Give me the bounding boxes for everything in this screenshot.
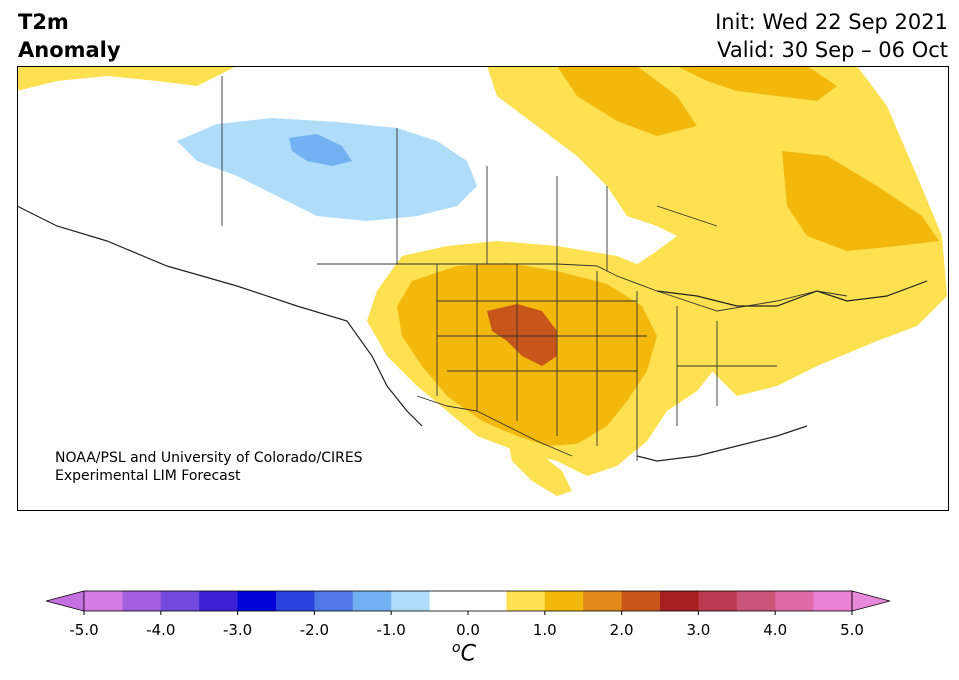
warm-area-alaska (17, 66, 237, 91)
anomaly-map (17, 66, 949, 511)
coast-gulf (636, 425, 808, 462)
colorbar-segment (391, 591, 431, 611)
title-left: T2m Anomaly (18, 8, 121, 64)
colorbar-segment (660, 591, 699, 611)
colorbar (46, 590, 890, 615)
colorbar-tick-label: 2.0 (609, 621, 634, 639)
credit-text: NOAA/PSL and University of Colorado/CIRE… (55, 449, 363, 485)
colorbar-segment (775, 591, 815, 611)
colorbar-segment (583, 591, 623, 611)
colorbar-tick-label: -3.0 (222, 621, 253, 639)
canada-us-border (317, 263, 848, 312)
state-boundaries (436, 264, 777, 461)
colorbar-segment (276, 591, 315, 611)
warm-area-baffin-core (677, 66, 837, 101)
coast-east (656, 280, 928, 307)
colorbar-tick-label: -5.0 (69, 621, 99, 639)
colorbar-segment (352, 591, 392, 611)
colorbar-segment (199, 591, 239, 611)
colorbar-segment (736, 591, 776, 611)
colorbar-over-arrow (851, 590, 890, 612)
colorbar-tick-label: 0.0 (456, 621, 480, 639)
unit-degree: o (452, 640, 461, 656)
colorbar-segment (84, 591, 123, 611)
colorbar-under-arrow (46, 590, 85, 612)
political-boundaries (221, 76, 848, 461)
title-quantity: Anomaly (18, 38, 121, 62)
cool-area-nwt (177, 118, 477, 221)
credit-line-1: NOAA/PSL and University of Colorado/CIRE… (55, 450, 363, 466)
cool-area-nwt-core (289, 134, 352, 166)
colorbar-segment (429, 591, 469, 611)
us-mexico-border (416, 395, 573, 457)
colorbar-segment (698, 591, 738, 611)
colorbar-segment (468, 591, 507, 611)
colorbar-segment (813, 591, 853, 611)
colorbar-unit: oC (452, 640, 476, 666)
credit-line-2: Experimental LIM Forecast (55, 468, 241, 484)
warm-area-central-4 (487, 304, 557, 366)
colorbar-segment (122, 591, 162, 611)
colorbar-segment (237, 591, 277, 611)
warm-area-northeast-core (557, 66, 697, 136)
warm-area-quebec-core (782, 151, 939, 251)
init-date: Init: Wed 22 Sep 2021 (715, 10, 948, 34)
colorbar-segment (314, 591, 354, 611)
colorbar-segment (506, 591, 546, 611)
colorbar-segment (621, 591, 661, 611)
province-boundaries (396, 128, 718, 271)
title-right: Init: Wed 22 Sep 2021 Valid: 30 Sep – 06… (715, 8, 948, 64)
valid-range: Valid: 30 Sep – 06 Oct (717, 38, 948, 62)
colorbar-tick-label: 1.0 (532, 621, 557, 639)
warm-area-baja (507, 436, 572, 496)
colorbar-tick-label: -1.0 (376, 621, 406, 639)
colorbar-tick-label: 5.0 (840, 621, 864, 639)
colorbar-tick-label: 4.0 (763, 621, 788, 639)
colorbar-tick-label: -4.0 (146, 621, 176, 639)
colorbar-tick-label: 3.0 (686, 621, 711, 639)
colorbar-tick-label: -2.0 (299, 621, 330, 639)
coast-west (17, 205, 423, 427)
coastlines (17, 205, 928, 462)
colorbar-segment (544, 591, 584, 611)
unit-celsius: C (460, 641, 476, 667)
colorbar-segment (160, 591, 200, 611)
map-frame (17, 66, 949, 511)
title-variable: T2m (18, 10, 69, 34)
